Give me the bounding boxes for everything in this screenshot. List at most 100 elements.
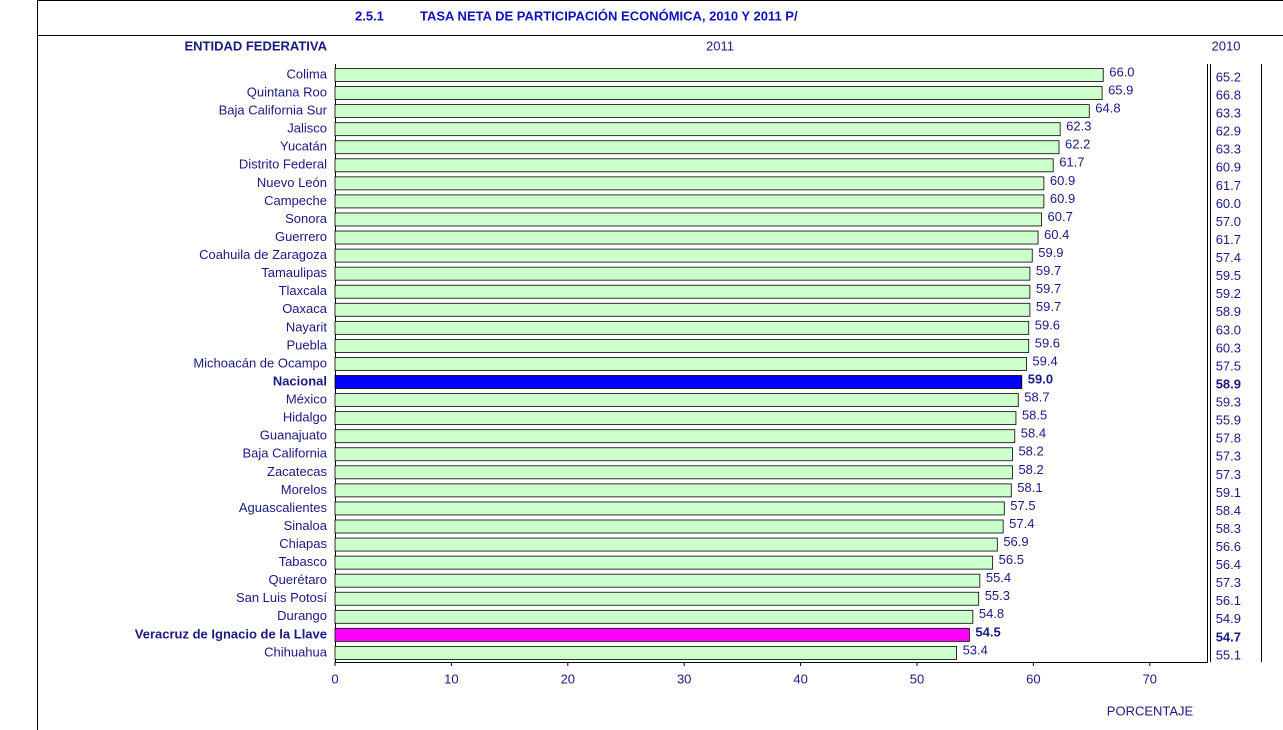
bar (334, 176, 1045, 191)
category-label: México (286, 392, 327, 407)
x-tick-label: 10 (444, 671, 458, 686)
bar (334, 501, 1005, 516)
bar (334, 140, 1060, 155)
bar (334, 627, 970, 642)
category-label: Michoacán de Ocampo (193, 355, 327, 370)
category-label: Colima (287, 66, 328, 81)
bar (334, 122, 1061, 137)
value-label: 57.5 (1010, 498, 1035, 513)
bar (334, 609, 974, 624)
category-label: Baja California Sur (219, 103, 328, 118)
category-label: Hidalgo (283, 410, 327, 425)
bar (334, 591, 980, 606)
x-tick-label: 70 (1143, 671, 1157, 686)
column-value: 62.9 (1216, 124, 1241, 139)
value-label: 59.6 (1035, 317, 1060, 332)
column-value: 63.0 (1216, 322, 1241, 337)
bar (334, 519, 1004, 534)
value-label: 54.8 (979, 606, 1004, 621)
value-label: 58.7 (1024, 390, 1049, 405)
bar (334, 429, 1016, 444)
column-value: 66.8 (1216, 87, 1241, 102)
category-label: Veracruz de Ignacio de la Llave (135, 626, 327, 641)
bar (334, 104, 1090, 119)
value-label: 59.7 (1036, 263, 1061, 278)
column-value: 58.3 (1216, 521, 1241, 536)
category-label: Aguascalientes (239, 500, 328, 515)
category-label: Chihuahua (264, 644, 328, 659)
value-label: 55.4 (986, 570, 1011, 585)
column-value: 57.3 (1216, 467, 1241, 482)
category-label: Nayarit (286, 319, 328, 334)
column-value: 60.3 (1216, 340, 1241, 355)
bar (334, 230, 1039, 245)
column-value: 57.3 (1216, 575, 1241, 590)
value-label: 66.0 (1109, 64, 1134, 79)
value-label: 59.6 (1035, 335, 1060, 350)
value-label: 58.5 (1022, 408, 1047, 423)
column-value: 55.1 (1216, 647, 1241, 662)
value-label: 60.9 (1050, 173, 1075, 188)
bar (334, 646, 957, 660)
value-label: 57.4 (1009, 516, 1034, 531)
x-axis-label: PORCENTAJE (1107, 703, 1194, 718)
bar (334, 338, 1030, 353)
x-tick-label: 50 (910, 671, 924, 686)
x-tick-label: 40 (793, 671, 807, 686)
category-label: Guerrero (275, 229, 327, 244)
category-label: Coahuila de Zaragoza (199, 247, 328, 262)
column-value: 60.9 (1216, 160, 1241, 175)
category-label: Distrito Federal (239, 157, 327, 172)
bar (334, 393, 1019, 407)
column-value: 60.0 (1216, 196, 1241, 211)
value-label: 56.5 (999, 552, 1024, 567)
column-value: 58.9 (1216, 376, 1241, 391)
category-label: Guanajuato (260, 428, 327, 443)
value-label: 56.9 (1003, 534, 1028, 549)
category-label: Yucatán (280, 139, 327, 154)
category-label: Tabasco (279, 554, 327, 569)
bar (334, 573, 981, 588)
category-label: Nuevo León (257, 175, 327, 190)
bar (334, 357, 1027, 371)
value-label: 55.3 (985, 588, 1010, 603)
category-label: Chiapas (279, 536, 327, 551)
value-label: 59.7 (1036, 281, 1061, 296)
value-label: 58.4 (1021, 426, 1046, 441)
value-label: 64.8 (1095, 101, 1120, 116)
value-label: 60.9 (1050, 191, 1075, 206)
column-value: 59.5 (1216, 268, 1241, 283)
value-label: 60.4 (1044, 227, 1069, 242)
category-label: Zacatecas (267, 464, 327, 479)
category-label: Tlaxcala (279, 283, 328, 298)
x-tick-label: 60 (1026, 671, 1040, 686)
category-label: Oaxaca (282, 301, 328, 316)
column-value: 63.3 (1216, 142, 1241, 157)
bar (334, 68, 1104, 82)
category-label: Campeche (264, 193, 327, 208)
category-label: Morelos (281, 482, 328, 497)
column-value: 58.9 (1216, 304, 1241, 319)
value-label: 53.4 (963, 642, 988, 657)
category-label: Nacional (273, 373, 327, 388)
category-label: Puebla (287, 337, 328, 352)
bar (334, 375, 1023, 389)
bar (334, 266, 1031, 281)
bar (334, 465, 1013, 480)
category-label: Tamaulipas (261, 265, 327, 280)
value-label: 62.3 (1066, 119, 1091, 134)
value-label: 58.2 (1018, 444, 1043, 459)
series-header: 2011 (706, 38, 734, 53)
column-header: 2010 (1212, 38, 1241, 53)
column-value: 57.0 (1216, 214, 1241, 229)
bar (334, 86, 1103, 100)
column-value: 58.4 (1216, 503, 1241, 518)
column-value: 61.7 (1216, 178, 1241, 193)
value-label: 61.7 (1059, 155, 1084, 170)
column-value: 57.8 (1216, 431, 1241, 446)
bar (334, 537, 998, 552)
bar (334, 284, 1031, 299)
column-value: 56.1 (1216, 593, 1241, 608)
column-value: 54.9 (1216, 611, 1241, 626)
